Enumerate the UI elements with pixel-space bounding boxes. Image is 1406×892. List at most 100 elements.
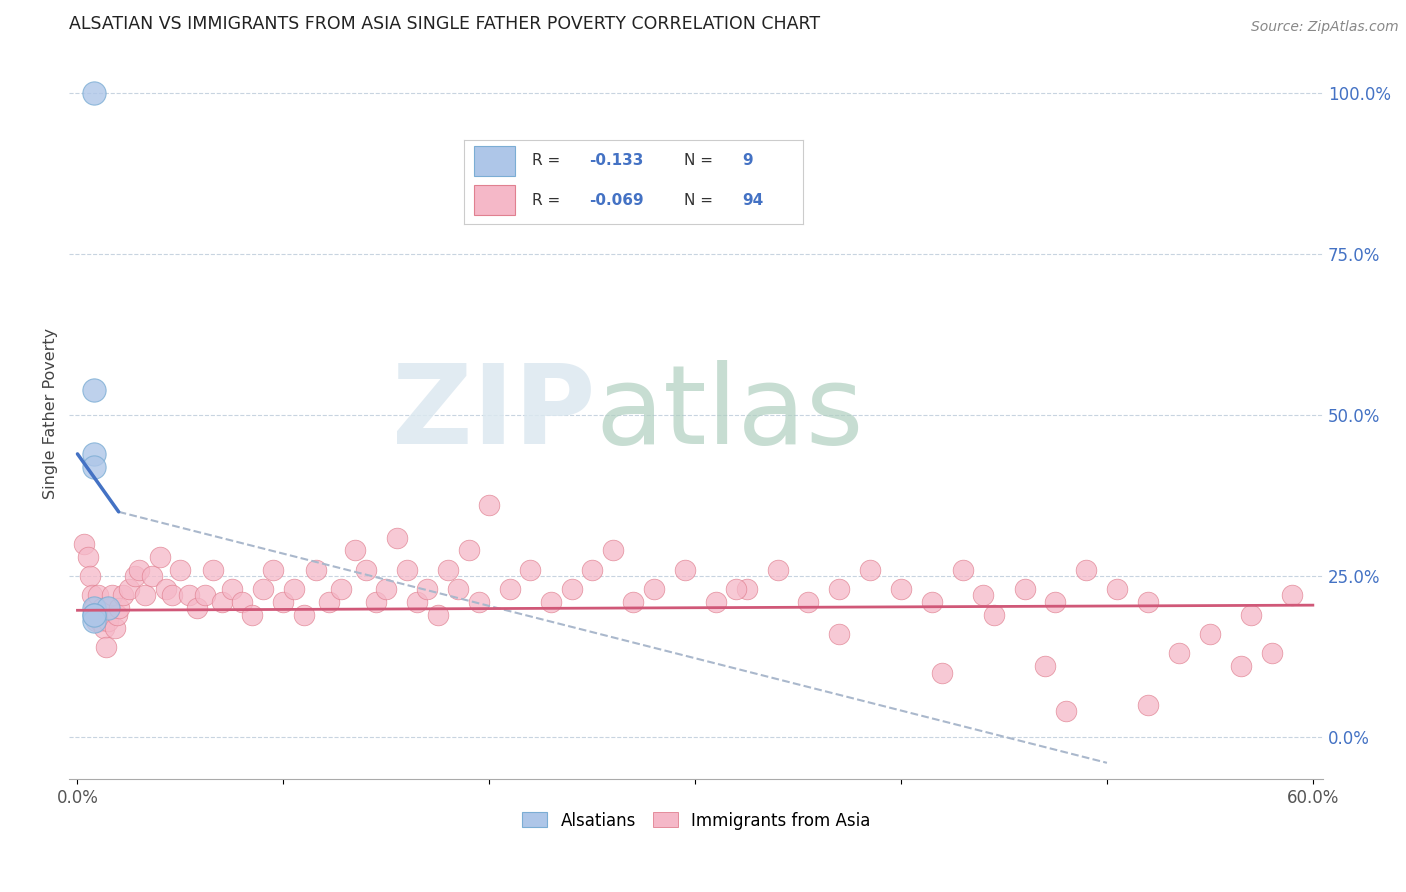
Point bbox=[344, 543, 367, 558]
Point bbox=[83, 87, 105, 101]
Point bbox=[921, 595, 943, 609]
Point bbox=[177, 589, 200, 603]
Point bbox=[160, 589, 183, 603]
Point bbox=[437, 563, 460, 577]
Point bbox=[354, 563, 377, 577]
Point bbox=[124, 569, 146, 583]
Point bbox=[292, 607, 315, 622]
Text: ALSATIAN VS IMMIGRANTS FROM ASIA SINGLE FATHER POVERTY CORRELATION CHART: ALSATIAN VS IMMIGRANTS FROM ASIA SINGLE … bbox=[69, 15, 820, 33]
Point bbox=[540, 595, 562, 609]
Point bbox=[83, 607, 105, 622]
Point bbox=[1260, 647, 1282, 661]
Point bbox=[457, 543, 479, 558]
Point bbox=[1137, 595, 1160, 609]
Point bbox=[252, 582, 274, 596]
Point bbox=[186, 601, 208, 615]
Point bbox=[725, 582, 748, 596]
Point bbox=[273, 595, 295, 609]
Point bbox=[283, 582, 305, 596]
Point bbox=[141, 569, 163, 583]
Point bbox=[1229, 659, 1251, 673]
Point bbox=[766, 563, 789, 577]
Point bbox=[859, 563, 882, 577]
Point bbox=[101, 589, 124, 603]
Point bbox=[111, 589, 134, 603]
Point bbox=[262, 563, 284, 577]
Point bbox=[155, 582, 177, 596]
Point bbox=[581, 563, 603, 577]
Text: atlas: atlas bbox=[596, 360, 865, 467]
Point bbox=[364, 595, 387, 609]
Point bbox=[194, 589, 217, 603]
Point bbox=[169, 563, 191, 577]
Point bbox=[83, 383, 105, 397]
Point bbox=[149, 549, 172, 564]
Point bbox=[983, 607, 1005, 622]
Point bbox=[621, 595, 644, 609]
Y-axis label: Single Father Poverty: Single Father Poverty bbox=[44, 328, 58, 500]
Point bbox=[72, 537, 94, 551]
Point bbox=[83, 614, 105, 628]
Point bbox=[79, 569, 101, 583]
Point bbox=[242, 607, 264, 622]
Point bbox=[134, 589, 156, 603]
Point bbox=[406, 595, 429, 609]
Point bbox=[1076, 563, 1098, 577]
Point bbox=[797, 595, 820, 609]
Point bbox=[478, 499, 501, 513]
Point bbox=[499, 582, 522, 596]
Text: Source: ZipAtlas.com: Source: ZipAtlas.com bbox=[1251, 20, 1399, 34]
Point bbox=[107, 601, 129, 615]
Point bbox=[97, 601, 120, 615]
Point bbox=[330, 582, 353, 596]
Point bbox=[211, 595, 233, 609]
Point bbox=[1199, 627, 1222, 641]
Point bbox=[1014, 582, 1036, 596]
Point bbox=[83, 447, 105, 461]
Point bbox=[100, 601, 122, 615]
Point bbox=[828, 582, 851, 596]
Point bbox=[83, 607, 105, 622]
Point bbox=[128, 563, 150, 577]
Point bbox=[602, 543, 624, 558]
Point bbox=[83, 601, 105, 615]
Legend: Alsatians, Immigrants from Asia: Alsatians, Immigrants from Asia bbox=[516, 805, 877, 837]
Point bbox=[87, 589, 110, 603]
Point bbox=[80, 589, 103, 603]
Point bbox=[673, 563, 696, 577]
Point bbox=[89, 614, 111, 628]
Point bbox=[96, 640, 118, 654]
Point bbox=[828, 627, 851, 641]
Point bbox=[202, 563, 225, 577]
Point bbox=[1033, 659, 1056, 673]
Point bbox=[318, 595, 340, 609]
Point bbox=[704, 595, 727, 609]
Point bbox=[385, 531, 408, 545]
Point bbox=[1240, 607, 1263, 622]
Point bbox=[118, 582, 141, 596]
Point bbox=[519, 563, 541, 577]
Point bbox=[305, 563, 328, 577]
Point bbox=[952, 563, 974, 577]
Text: ZIP: ZIP bbox=[392, 360, 596, 467]
Point bbox=[1045, 595, 1067, 609]
Point bbox=[735, 582, 758, 596]
Point bbox=[103, 621, 125, 635]
Point bbox=[1281, 589, 1303, 603]
Point bbox=[83, 601, 105, 615]
Point bbox=[890, 582, 912, 596]
Point bbox=[91, 601, 114, 615]
Point bbox=[83, 459, 105, 474]
Point bbox=[931, 665, 953, 680]
Point bbox=[972, 589, 994, 603]
Point bbox=[447, 582, 470, 596]
Point bbox=[468, 595, 491, 609]
Point bbox=[1168, 647, 1191, 661]
Point bbox=[221, 582, 243, 596]
Point bbox=[1107, 582, 1129, 596]
Point bbox=[231, 595, 253, 609]
Point bbox=[84, 614, 107, 628]
Point bbox=[426, 607, 449, 622]
Point bbox=[395, 563, 418, 577]
Point bbox=[416, 582, 439, 596]
